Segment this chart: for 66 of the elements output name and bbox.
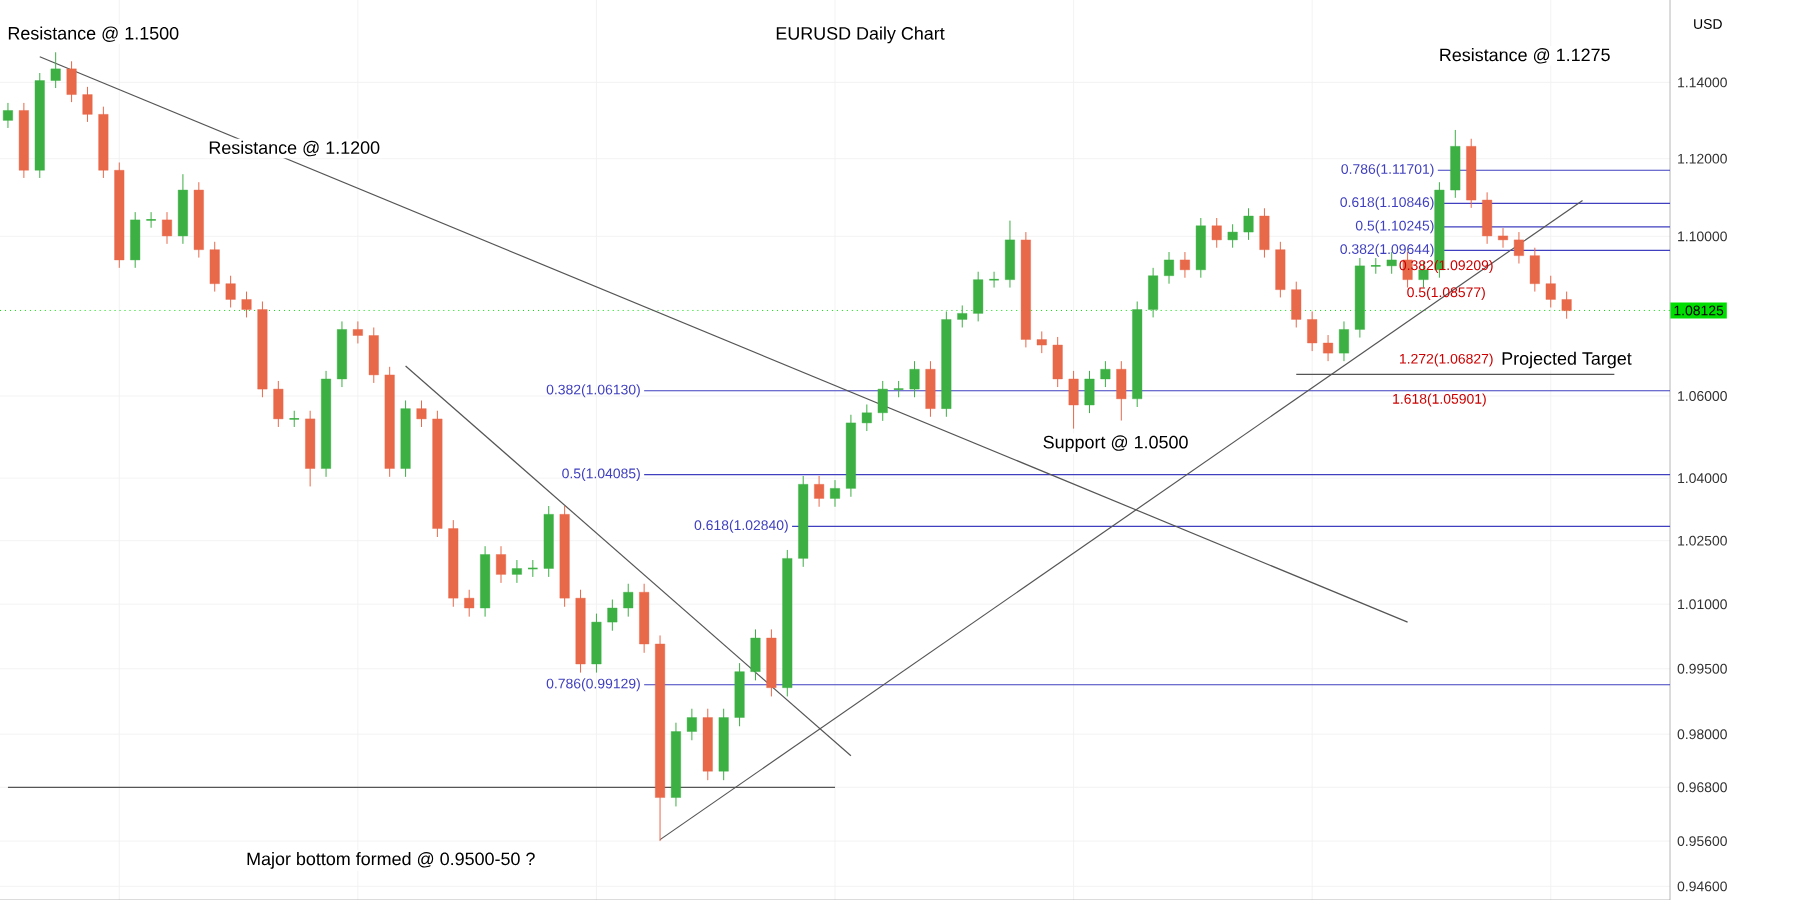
candlestick (925, 360, 936, 418)
candlestick (1052, 336, 1063, 388)
candlestick (1498, 227, 1508, 249)
candlestick (1100, 360, 1111, 388)
candlestick (1195, 217, 1206, 279)
candlestick (1243, 207, 1254, 241)
candlestick (352, 320, 363, 344)
candlestick (1529, 247, 1540, 293)
annotation: Resistance @ 1.1275 (1440, 48, 1610, 64)
candlestick (607, 599, 618, 632)
candlestick (909, 360, 920, 398)
candlestick (1291, 281, 1302, 328)
candlestick (416, 399, 427, 428)
candlestick (1259, 207, 1270, 259)
candlestick (1323, 334, 1334, 362)
candlestick (225, 275, 236, 308)
candlestick (1164, 251, 1174, 285)
candlestick (1513, 231, 1524, 264)
candlestick (1227, 223, 1238, 249)
annotation: Projected Target (1502, 351, 1632, 369)
candlestick (1036, 330, 1047, 354)
annotation: Support @ 1.0500 (1043, 435, 1188, 453)
annotation: Resistance @ 1.1500 (8, 26, 179, 42)
candlestick (1116, 360, 1127, 422)
candlestick (511, 559, 522, 584)
candlestick (496, 545, 506, 584)
candlestick (623, 583, 634, 618)
text: EURUSD Daily Chart (776, 26, 945, 44)
candlestick (368, 326, 379, 384)
candlestick (591, 613, 602, 674)
candlestick (1148, 267, 1159, 318)
annotation: Major bottom formed @ 0.9500-50 ? (247, 852, 535, 869)
candlestick (1545, 275, 1556, 308)
candlestick (130, 211, 141, 269)
candlestick (1307, 310, 1318, 352)
candlestick (1561, 291, 1572, 320)
candlestick (1068, 370, 1079, 430)
candlestick (2, 102, 13, 129)
candlestick (162, 211, 172, 245)
candlestick (1482, 191, 1493, 245)
candlestick (66, 60, 77, 103)
candlestick (750, 628, 761, 681)
candlestick (861, 403, 872, 432)
candlestick (686, 708, 697, 741)
candlestick (209, 241, 220, 293)
candlestick (50, 51, 61, 89)
candlestick (177, 173, 188, 245)
candlestick (973, 271, 984, 322)
candlestick (814, 475, 825, 508)
candlestick (1211, 217, 1222, 249)
candlestick (957, 304, 968, 328)
candlestick (82, 86, 93, 123)
candlestick (145, 211, 157, 229)
candlestick (734, 662, 745, 727)
candlestick (273, 380, 284, 428)
candlestick (1275, 241, 1286, 298)
candlestick (1005, 220, 1015, 289)
candlestick (1179, 251, 1190, 279)
candlestick (877, 380, 888, 422)
candlestick (1084, 370, 1095, 414)
candlestick (1450, 129, 1461, 199)
candlestick (830, 479, 840, 508)
annotation: Resistance @ 1.1200 (209, 140, 380, 157)
candlestick (241, 291, 252, 318)
candlestick (1339, 320, 1349, 362)
candlestick (464, 589, 475, 618)
